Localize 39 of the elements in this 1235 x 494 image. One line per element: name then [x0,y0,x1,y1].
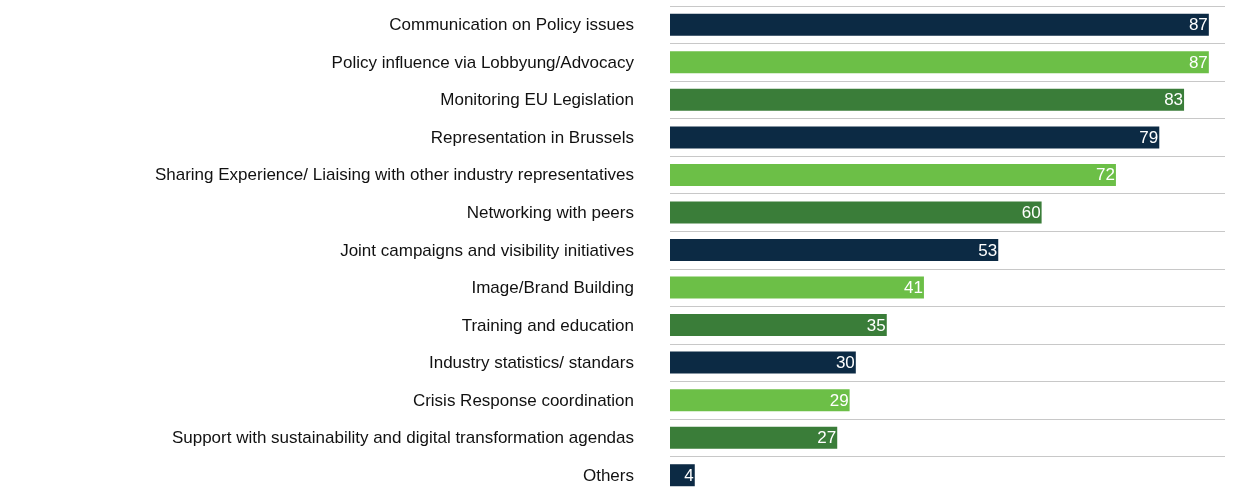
bar [670,13,1209,36]
data-label: 27 [817,428,837,448]
y-tick-label: Crisis Response coordination [412,390,634,410]
data-label: 41 [904,278,923,298]
data-label: 53 [978,240,998,260]
bar [670,314,887,337]
bar [670,276,924,299]
bar [670,126,1160,149]
y-tick-label: Policy influence via Lobbyung/Advocacy [331,52,635,72]
bar [670,389,850,412]
data-label: 60 [1021,202,1041,222]
data-label: 30 [835,353,855,373]
bar [670,88,1185,111]
y-tick-label: Joint campaigns and visibility initiatives [340,240,634,260]
data-label: 83 [1164,90,1184,110]
data-label: 72 [1096,165,1115,185]
bar [670,464,695,487]
data-label: 29 [829,390,849,410]
y-tick-label: Monitoring EU Legislation [440,90,634,110]
y-tick-label: Representation in Brussels [430,127,634,147]
y-tick-label: Communication on Policy issues [389,15,634,35]
data-label: 87 [1188,15,1208,35]
y-tick-label: Image/Brand Building [471,278,634,298]
y-tick-label: Networking with peers [466,202,634,222]
y-tick-label: Support with sustainability and digital transformation agendas [171,428,634,448]
data-label: 4 [684,465,694,485]
y-tick-label: Others [582,465,634,485]
bar [670,351,856,374]
bar [670,239,999,261]
data-label: 35 [866,315,886,335]
y-tick-label: Training and education [461,315,634,335]
data-label: 79 [1139,127,1159,147]
y-tick-label: Sharing Experience/ Liaising with other industry representatives [154,165,634,185]
bar [670,201,1042,224]
bar [670,51,1209,74]
y-tick-label: Industry statistics/ standars [428,353,634,373]
bar [670,426,838,449]
bar [670,163,1116,186]
data-label: 87 [1188,52,1208,72]
